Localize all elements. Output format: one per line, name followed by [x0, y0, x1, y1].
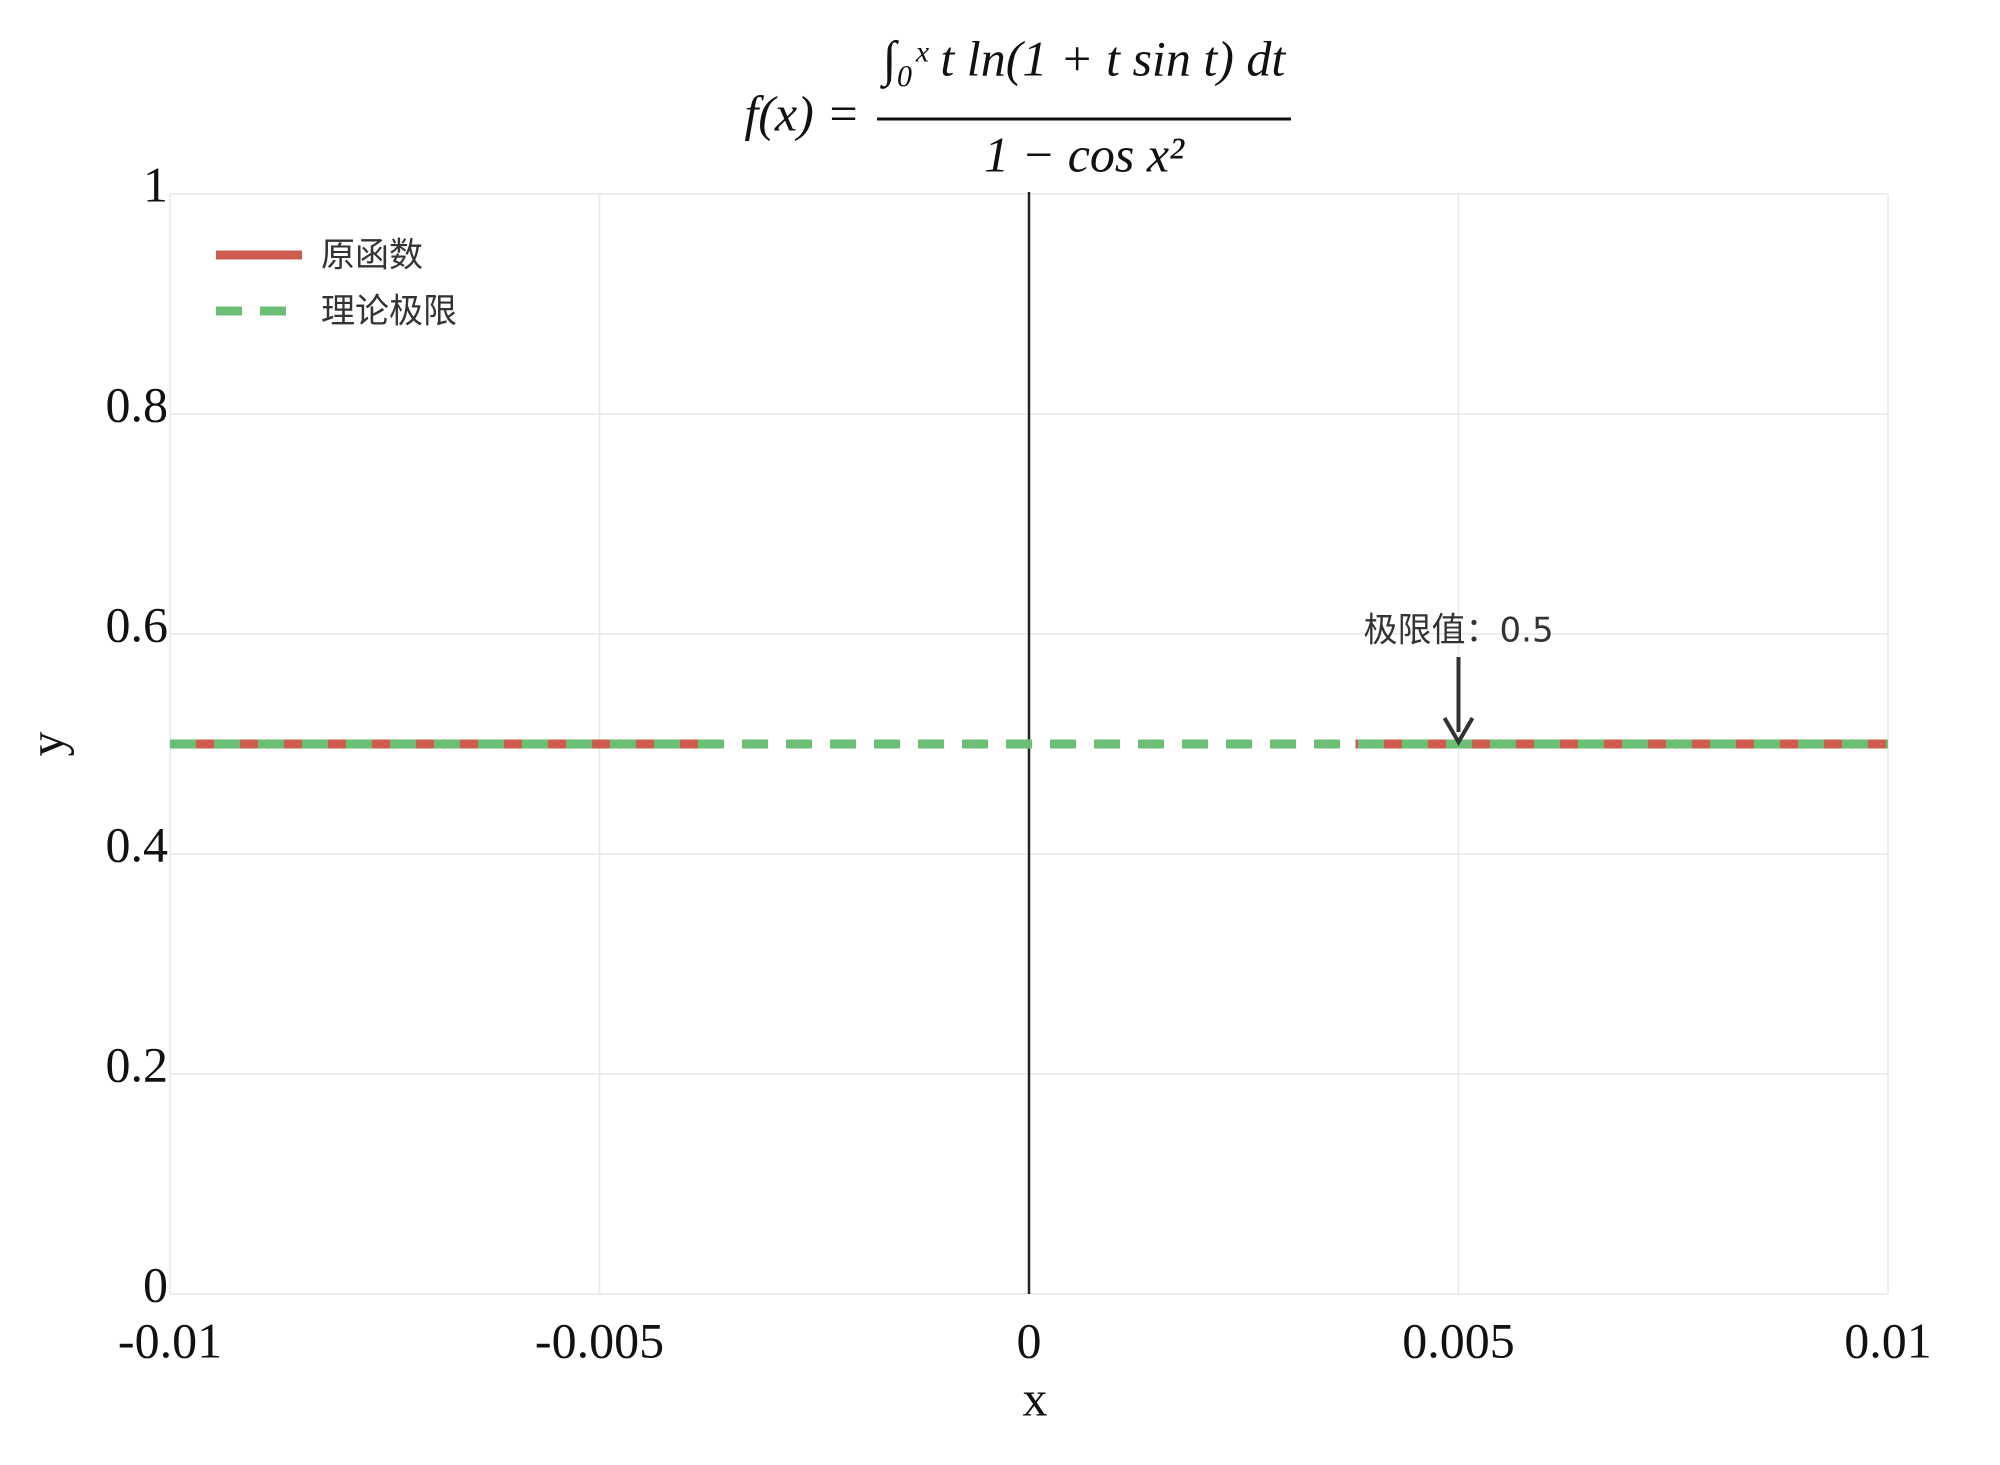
annotation-arrowhead [1442, 716, 1475, 746]
x-tick-label: 0.005 [1402, 1312, 1515, 1368]
title-denominator: 1 − cos x² [984, 126, 1185, 182]
x-axis-label: x [1023, 1370, 1048, 1426]
y-tick-label: 0.8 [106, 376, 169, 432]
x-tick-label: -0.005 [535, 1312, 664, 1368]
y-tick-label: 0 [143, 1256, 168, 1312]
legend-label: 原函数 [321, 236, 423, 276]
x-tick-label: 0 [1017, 1312, 1042, 1368]
legend-label: 理论极限 [321, 292, 457, 332]
annotation-text: 极限值：0.5 [1364, 611, 1554, 651]
title-lhs: f(x) = [744, 85, 860, 141]
x-tick-label: 0.01 [1844, 1312, 1932, 1368]
title-numerator: ∫₀ˣ t ln(1 + t sin t) dt [880, 30, 1287, 89]
y-tick-label: 0.2 [106, 1036, 169, 1092]
x-tick-label: -0.01 [118, 1312, 222, 1368]
y-tick-label: 0.6 [106, 596, 169, 652]
y-tick-label: 1 [143, 156, 168, 212]
y-tick-label: 0.4 [106, 816, 169, 872]
y-axis-label: y [18, 732, 74, 757]
